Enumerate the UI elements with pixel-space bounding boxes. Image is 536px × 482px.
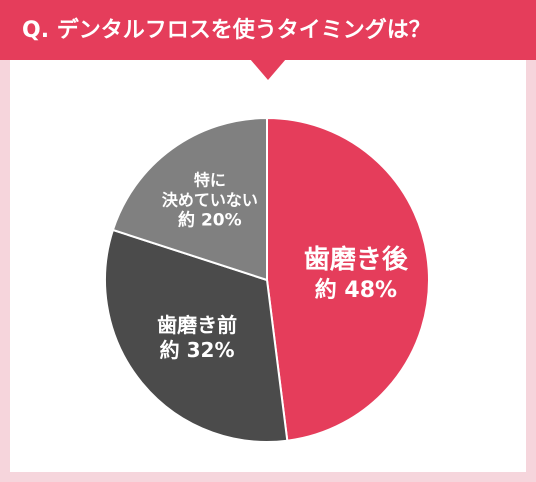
header-pointer [250, 59, 286, 80]
pie-slice [104, 228, 289, 443]
category-label: 歯磨き後 [303, 245, 408, 276]
value-label: 約 20% [178, 210, 242, 231]
slice-label: 歯磨き前約 32% [157, 313, 237, 363]
slice-label: 特に 決めていない約 20% [162, 171, 258, 232]
header-band [0, 0, 536, 60]
value-label: 約 48% [314, 277, 398, 303]
slice-label: 歯磨き後約 48% [304, 244, 408, 304]
category-label: 歯磨き前 [157, 312, 238, 337]
pie-slice [111, 116, 268, 282]
pie-slice [266, 116, 430, 442]
category-label: 特に 決めていない [161, 170, 258, 210]
chart-title: Q. デンタルフロスを使うタイミングは？ [22, 17, 431, 43]
value-label: 約 32% [159, 337, 235, 362]
